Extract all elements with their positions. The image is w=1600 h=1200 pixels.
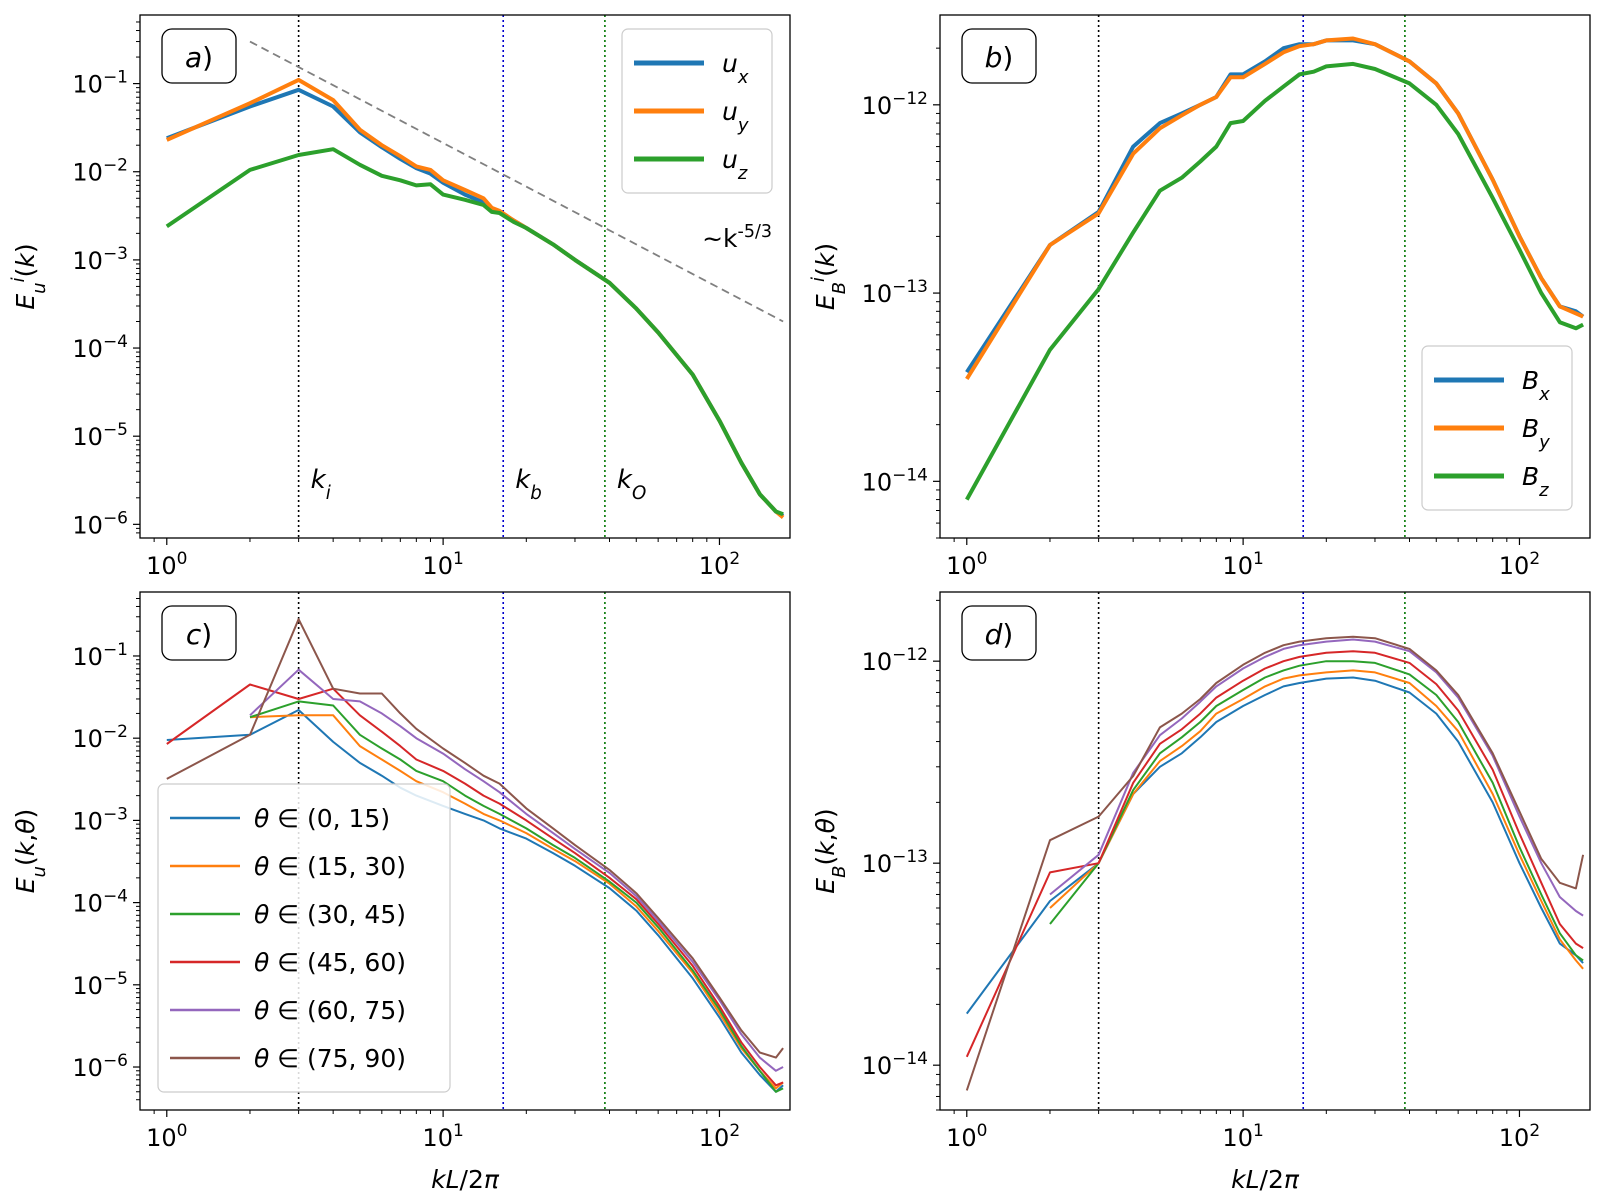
- reference-line: [249, 40, 784, 323]
- panel-badge: [161, 28, 237, 84]
- y-tick-label: 10−2: [72, 156, 128, 187]
- series-line: [165, 147, 784, 517]
- series-line: [965, 676, 1584, 1015]
- plot-area: [165, 15, 785, 538]
- series-line: [965, 650, 1584, 1058]
- axes-frame: [939, 14, 1591, 539]
- panel-badge: [961, 605, 1037, 661]
- axes-frame: [139, 591, 791, 1111]
- series-line: [249, 668, 784, 1072]
- panel-c: 100 101 102 10−6 10−5 10−4 10−3 10−2 10−1 c) Eu(k,…: [11, 591, 791, 1194]
- legend-label: θ ∈ (0, 15): [254, 804, 390, 833]
- series-line: [1049, 638, 1584, 917]
- legend-label: ux: [722, 49, 749, 88]
- vline-label: ki: [311, 465, 331, 504]
- y-tick-label: 10−3: [72, 804, 128, 835]
- legend-label: θ ∈ (45, 60): [254, 948, 406, 977]
- x-axis-label: kL/2π: [1231, 1165, 1300, 1194]
- x-tick-label: 102: [1499, 549, 1540, 580]
- y-tick-label: 10−6: [72, 508, 128, 539]
- legend-label: θ ∈ (60, 75): [254, 996, 406, 1025]
- x-tick-label: 101: [1222, 549, 1263, 580]
- series-line: [166, 683, 784, 1087]
- series-line: [965, 38, 1585, 374]
- x-tick-label: 101: [422, 549, 463, 580]
- y-tick-label: 10−3: [72, 244, 128, 275]
- legend-label: Bx: [1522, 366, 1550, 405]
- x-tick-label: 100: [946, 1121, 987, 1152]
- panel-a: 100 101 102 10−6 10−5 10−4 10−3 10−2 10−1 ki kb kO ~…: [8, 14, 791, 580]
- y-axis-label: EBi(k): [808, 243, 850, 310]
- series-line: [249, 714, 784, 1090]
- x-tick-label: 102: [1499, 1121, 1540, 1152]
- panel-label: b): [985, 41, 1014, 74]
- panel-b: 100 101 102 10−14 10−13 10−12 b) EBi(k) Bx By Bz: [808, 14, 1591, 580]
- y-tick-label: 10−14: [862, 1049, 928, 1080]
- legend-box: [157, 783, 451, 1093]
- x-tick-label: 102: [699, 549, 740, 580]
- y-tick-label: 10−14: [862, 465, 928, 496]
- panel-badge: [161, 605, 237, 661]
- series-line: [166, 709, 784, 1093]
- legend-label: θ ∈ (30, 45): [254, 900, 406, 929]
- series-line: [965, 61, 1585, 501]
- y-tick-label: 10−13: [862, 847, 928, 878]
- vline-label: kO: [617, 465, 646, 504]
- y-axis-label: EB(k,θ): [811, 808, 850, 893]
- legend-label: By: [1522, 414, 1550, 453]
- legend: ux uy uz: [621, 28, 773, 194]
- y-tick-label: 10−1: [72, 68, 128, 99]
- axes-frame: [139, 14, 791, 539]
- x-tick-label: 100: [946, 549, 987, 580]
- y-tick-label: 10−4: [72, 332, 128, 363]
- axes-frame: [939, 591, 1591, 1111]
- series-line: [965, 36, 1584, 380]
- y-tick-label: 10−6: [72, 1051, 128, 1082]
- legend-label: Bz: [1522, 462, 1549, 501]
- x-tick-label: 100: [146, 1121, 187, 1152]
- legend: θ ∈ (0, 15) θ ∈ (15, 30) θ ∈ (30, 45) θ ∈ (…: [157, 783, 451, 1093]
- panel-d: 100 101 102 10−14 10−13 10−12 d) EB(k,θ) kL/2π: [811, 591, 1591, 1194]
- series-line: [1049, 660, 1584, 962]
- series-line: [249, 700, 784, 1093]
- x-tick-label: 101: [1222, 1121, 1263, 1152]
- y-tick-label: 10−13: [862, 277, 928, 308]
- x-tick-label: 102: [699, 1121, 740, 1152]
- y-tick-label: 10−12: [862, 645, 928, 676]
- y-tick-label: 10−5: [72, 420, 128, 451]
- plot-area: [965, 592, 1585, 1110]
- panel-badge: [961, 28, 1037, 84]
- reference-label: ~k-5/3: [702, 222, 772, 253]
- x-axis-label: kL/2π: [431, 1165, 500, 1194]
- y-tick-label: 10−4: [72, 887, 128, 918]
- legend-label: uz: [722, 145, 748, 184]
- x-tick-label: 100: [146, 549, 187, 580]
- series-line: [166, 618, 784, 1059]
- series-line: [1049, 669, 1584, 970]
- legend: Bx By Bz: [1421, 345, 1573, 511]
- panel-label: d): [985, 618, 1014, 651]
- legend-label: θ ∈ (15, 30): [254, 852, 406, 881]
- y-axis-label: Eu(k,θ): [11, 809, 50, 893]
- series-line: [965, 635, 1585, 1091]
- plot-area: [965, 15, 1585, 538]
- x-tick-label: 101: [422, 1121, 463, 1152]
- y-tick-label: 10−12: [862, 89, 928, 120]
- y-tick-label: 10−1: [72, 640, 128, 671]
- y-tick-label: 10−5: [72, 969, 128, 1000]
- vline-label: kb: [515, 465, 542, 504]
- y-tick-label: 10−2: [72, 722, 128, 753]
- y-axis-label: Eui(k): [8, 243, 50, 309]
- legend-label: θ ∈ (75, 90): [254, 1044, 406, 1073]
- panel-label: a): [185, 41, 213, 74]
- panel-label: c): [186, 618, 212, 651]
- legend-label: uy: [722, 97, 749, 136]
